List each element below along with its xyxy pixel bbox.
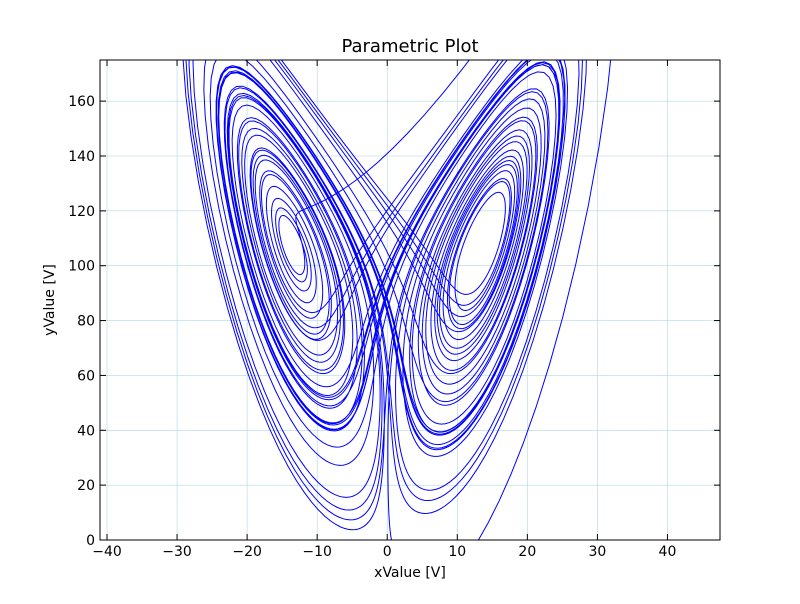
y-tick-label: 40 bbox=[77, 423, 95, 439]
x-tick-label: −30 bbox=[162, 544, 192, 560]
y-axis-label: yValue [V] bbox=[42, 264, 58, 336]
x-tick-label: 10 bbox=[448, 544, 466, 560]
x-axis-label: xValue [V] bbox=[374, 565, 446, 581]
axes-frame bbox=[99, 59, 721, 541]
x-tick-label: 20 bbox=[518, 544, 536, 560]
y-tick-label: 80 bbox=[77, 314, 95, 330]
trajectory-line bbox=[182, 60, 612, 540]
x-tick-label: −40 bbox=[92, 544, 122, 560]
y-tick-label: 160 bbox=[68, 94, 95, 110]
chart-title: Parametric Plot bbox=[341, 36, 478, 57]
y-tick-label: 100 bbox=[68, 259, 95, 275]
x-tick-label: 30 bbox=[588, 544, 606, 560]
y-tick-label: 60 bbox=[77, 368, 95, 384]
x-tick-label: 0 bbox=[383, 544, 392, 560]
y-tick-label: 120 bbox=[68, 204, 95, 220]
x-tick-label: −20 bbox=[232, 544, 262, 560]
plot-area bbox=[182, 60, 612, 540]
ticks-layer: −40 −30 −20 −10 0 10 20 30 40 0 20 40 60 80 100 120 140 1… bbox=[68, 60, 720, 560]
y-tick-label: 0 bbox=[86, 533, 95, 549]
y-tick-label: 140 bbox=[68, 149, 95, 165]
x-tick-label: 40 bbox=[659, 544, 677, 560]
x-tick-label: −10 bbox=[302, 544, 332, 560]
y-tick-label: 20 bbox=[77, 478, 95, 494]
